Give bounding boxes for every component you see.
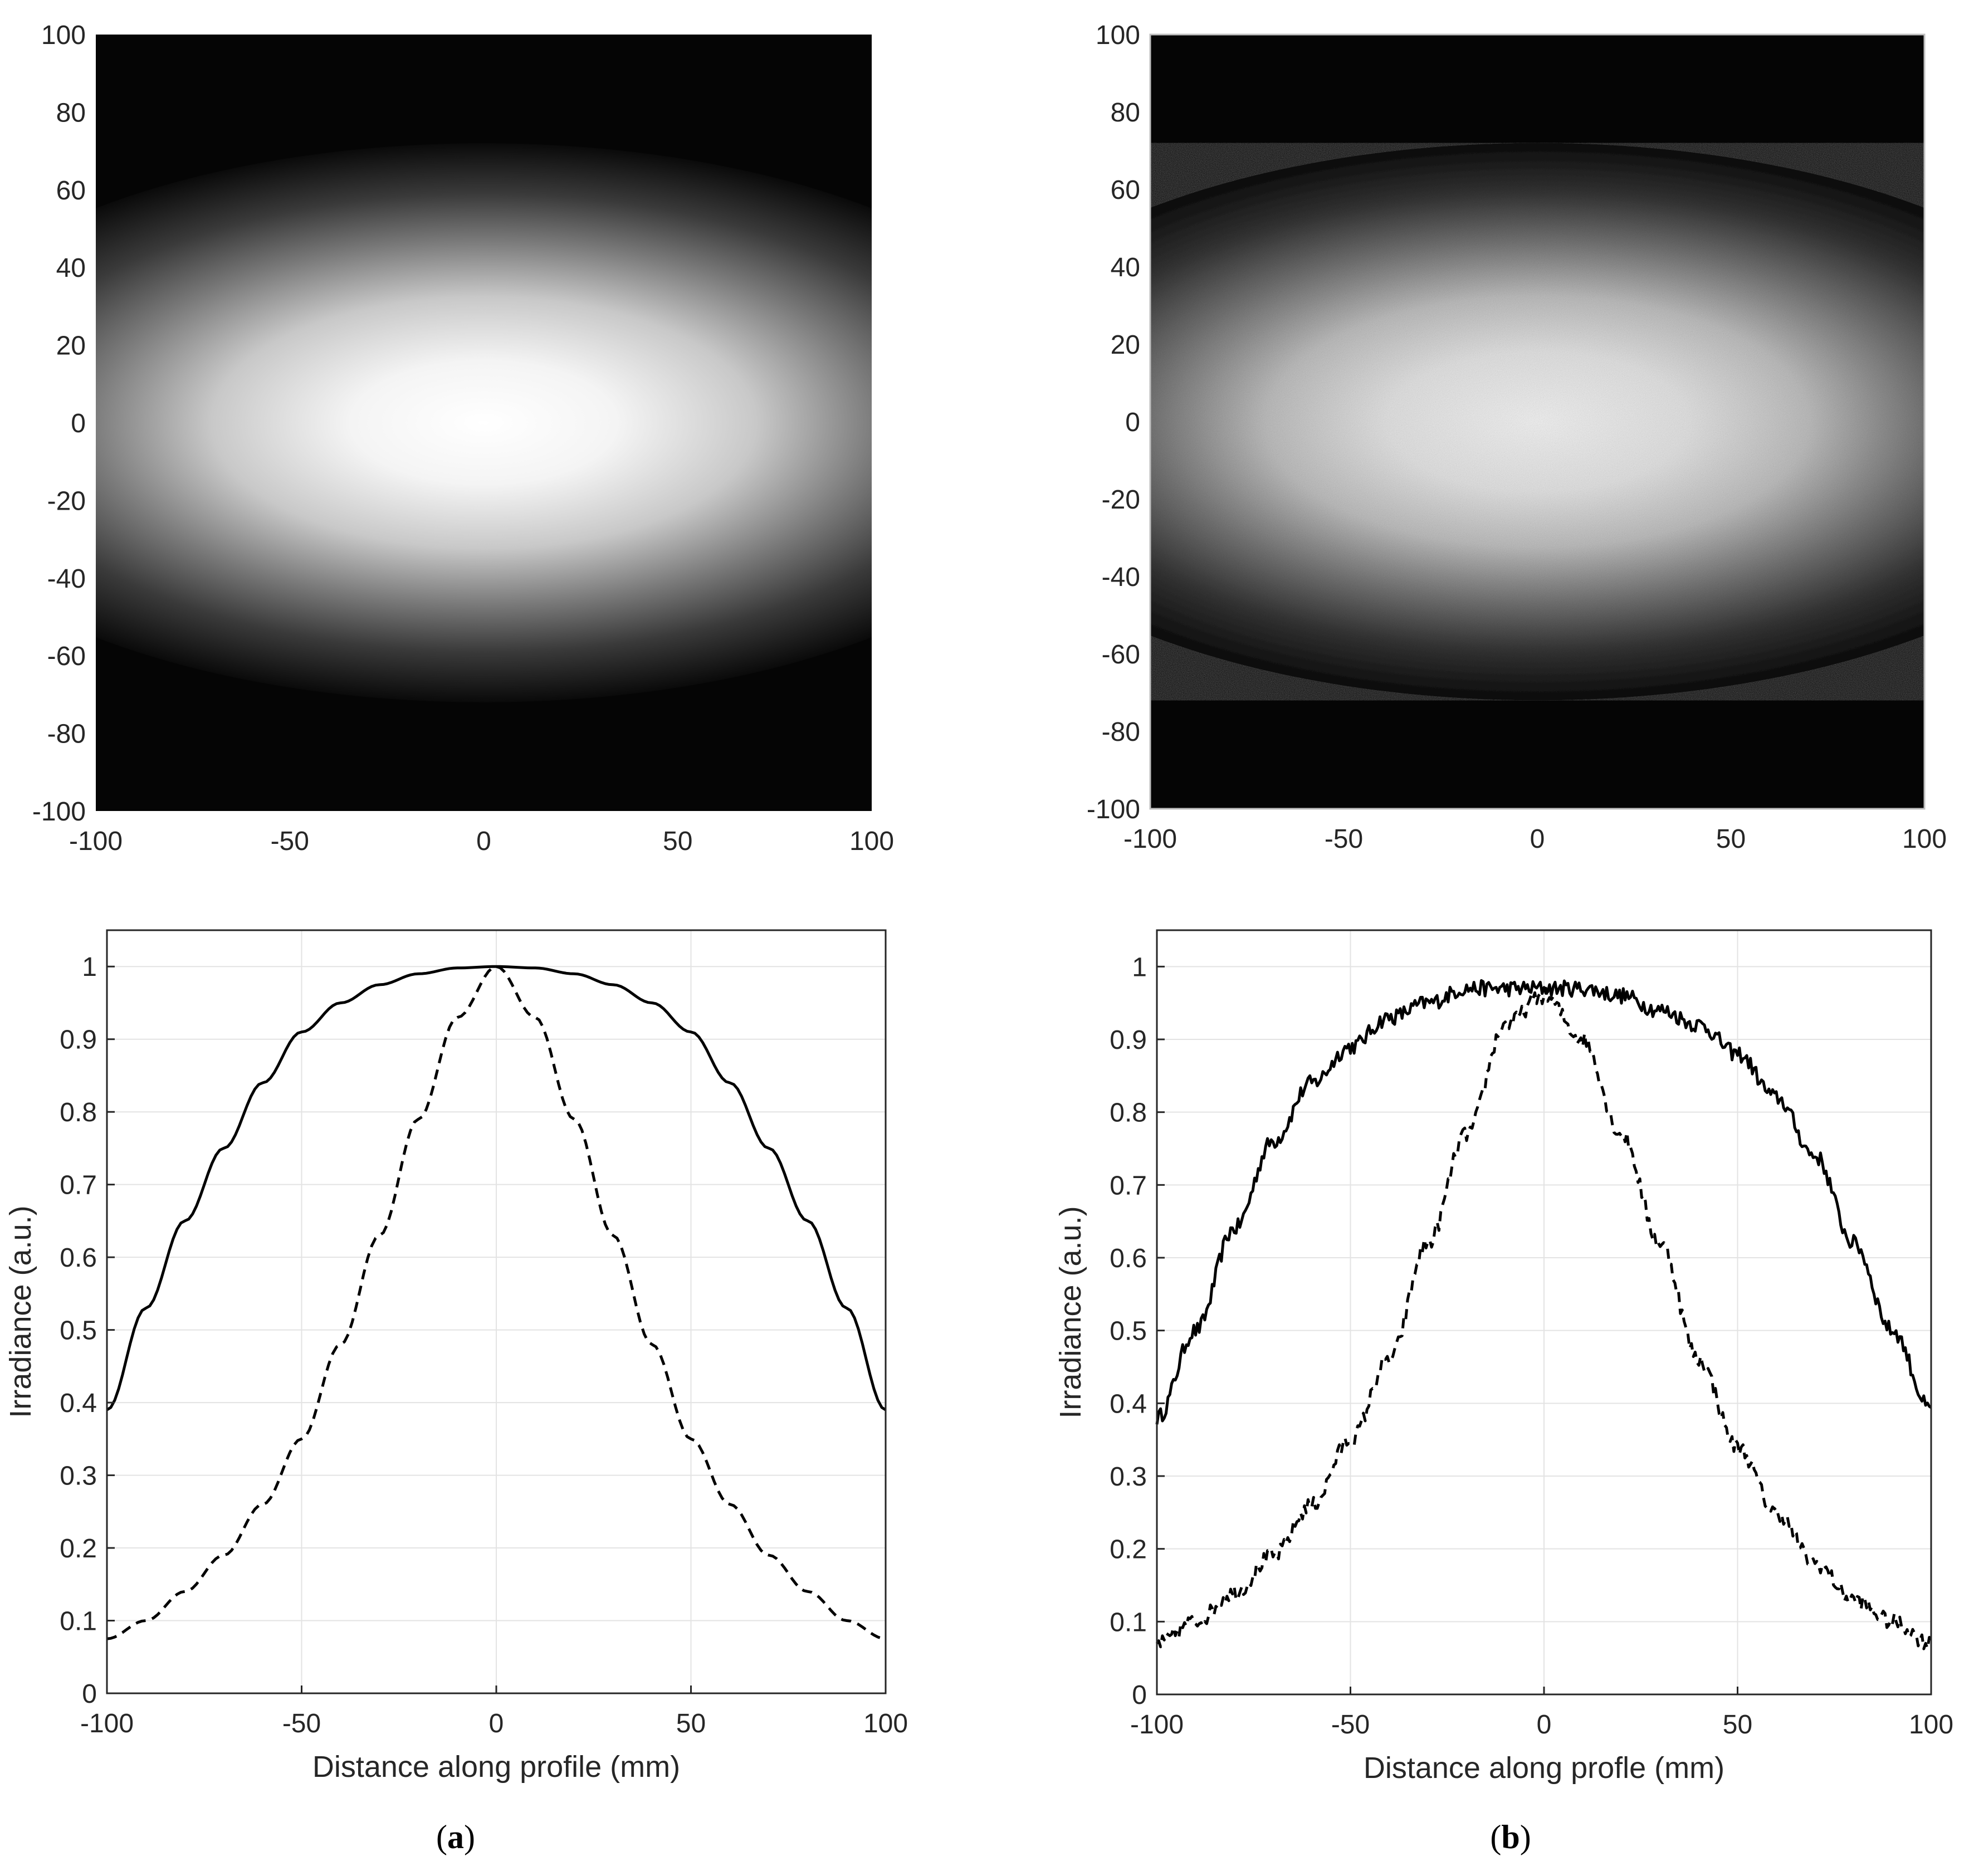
heatmap-b: -100 -50 0 50 100 -100 -80 -60 -40 -20 0 20 40 60 80 10… bbox=[1087, 21, 1947, 854]
heatmap-a: -100 -50 0 50 100 -100 -80 -60 -40 -20 0 20 40 60 80 10… bbox=[32, 21, 894, 856]
y-tick-label: -40 bbox=[47, 564, 86, 594]
y-tick-label: 0.1 bbox=[1110, 1608, 1147, 1637]
x-tick-label: 50 bbox=[676, 1709, 706, 1738]
y-tick-label: 0.4 bbox=[1110, 1389, 1147, 1419]
x-tick-label: -50 bbox=[271, 827, 309, 856]
y-tick-label: 0.9 bbox=[60, 1025, 97, 1055]
irradiance-spot bbox=[1150, 143, 1924, 701]
y-tick-label: 0.3 bbox=[1110, 1462, 1147, 1492]
x-tick-label: 0 bbox=[1530, 824, 1545, 854]
x-tick-label: 50 bbox=[1723, 1710, 1752, 1740]
y-tick-label: 0 bbox=[82, 1679, 97, 1709]
y-tick-label: 80 bbox=[1111, 98, 1140, 128]
x-axis-label: Distance along profle (mm) bbox=[1364, 1751, 1724, 1785]
y-tick-label: 0.5 bbox=[60, 1316, 97, 1346]
x-tick-label: 0 bbox=[1537, 1710, 1552, 1740]
y-tick-label: 0.6 bbox=[60, 1243, 97, 1273]
y-tick-label: 0.3 bbox=[60, 1462, 97, 1491]
y-tick-label: -60 bbox=[1102, 640, 1140, 670]
x-tick-label: 0 bbox=[476, 827, 491, 856]
x-tick-label: -100 bbox=[1130, 1710, 1184, 1740]
y-tick-label: -60 bbox=[47, 642, 86, 671]
y-tick-label: -80 bbox=[47, 720, 86, 749]
y-tick-label: 0 bbox=[71, 409, 86, 438]
y-tick-label: 20 bbox=[56, 331, 86, 361]
y-tick-label: 20 bbox=[1111, 330, 1140, 360]
y-tick-label: -100 bbox=[1087, 795, 1140, 824]
y-tick-label: 0.9 bbox=[1110, 1025, 1147, 1055]
y-tick-label: 0.7 bbox=[1110, 1171, 1147, 1200]
series-line-solid bbox=[1155, 979, 1932, 1425]
y-tick-label: 0.5 bbox=[1110, 1317, 1147, 1346]
x-tick-label: -50 bbox=[1325, 824, 1363, 854]
series-line-solid bbox=[106, 965, 887, 1411]
heatmap-frame bbox=[1149, 33, 1926, 810]
x-tick-label: -50 bbox=[1331, 1710, 1370, 1740]
y-tick-label: -100 bbox=[32, 797, 86, 827]
y-tick-label: 0.8 bbox=[1110, 1098, 1147, 1128]
y-tick-label: 0.7 bbox=[60, 1171, 97, 1200]
x-tick-label: -100 bbox=[80, 1709, 134, 1738]
y-tick-label: -20 bbox=[1102, 485, 1140, 515]
y-tick-label: 1 bbox=[1132, 952, 1147, 982]
x-tick-label: 100 bbox=[849, 827, 894, 856]
y-tick-label: 1 bbox=[82, 952, 97, 982]
y-tick-label: 0 bbox=[1132, 1680, 1147, 1710]
y-tick-label: 80 bbox=[56, 98, 86, 128]
x-tick-label: 50 bbox=[1716, 824, 1746, 854]
y-tick-label: -80 bbox=[1102, 717, 1140, 747]
y-tick-label: 60 bbox=[1111, 175, 1140, 205]
y-tick-label: -40 bbox=[1102, 563, 1140, 592]
profile-chart-a: -100 -50 0 50 100 0 0.1 0.2 0.3 0.4 0.5 0.6 0.7 0.8 0.… bbox=[4, 929, 908, 1784]
panel-label-a: (a) bbox=[436, 1819, 475, 1855]
x-tick-label: -100 bbox=[1123, 824, 1177, 854]
y-tick-label: 100 bbox=[1096, 21, 1140, 50]
y-tick-label: 0.2 bbox=[1110, 1535, 1147, 1565]
y-tick-label: 60 bbox=[56, 176, 86, 206]
x-tick-label: 50 bbox=[663, 827, 692, 856]
y-tick-label: 0.6 bbox=[1110, 1244, 1147, 1273]
x-tick-label: 100 bbox=[1909, 1710, 1953, 1740]
x-tick-label: 100 bbox=[863, 1709, 908, 1738]
series-line-dashed bbox=[106, 965, 886, 1640]
profile-chart-b: -100 -50 0 50 100 0 0.1 0.2 0.3 0.4 0.5 0.6 0.7 0.8 0.… bbox=[1054, 929, 1953, 1785]
y-tick-label: 0.4 bbox=[60, 1389, 97, 1418]
x-tick-label: -100 bbox=[69, 827, 123, 856]
series-line-dashed bbox=[1155, 986, 1933, 1650]
y-tick-label: 40 bbox=[1111, 253, 1140, 282]
y-tick-label: 40 bbox=[56, 253, 86, 283]
x-tick-label: -50 bbox=[282, 1709, 321, 1738]
x-axis-label: Distance along profile (mm) bbox=[312, 1750, 680, 1784]
y-tick-label: 0 bbox=[1125, 408, 1140, 437]
y-axis-label: Irradiance (a.u.) bbox=[4, 1205, 37, 1418]
y-tick-label: -20 bbox=[47, 486, 86, 516]
x-tick-label: 0 bbox=[489, 1709, 504, 1738]
y-tick-label: 0.1 bbox=[60, 1607, 97, 1636]
panel-label-b: (b) bbox=[1490, 1819, 1531, 1855]
y-tick-label: 0.8 bbox=[60, 1098, 97, 1127]
irradiance-spot bbox=[96, 143, 872, 702]
x-tick-label: 100 bbox=[1902, 824, 1947, 854]
y-tick-label: 100 bbox=[41, 21, 86, 50]
y-tick-label: 0.2 bbox=[60, 1534, 97, 1564]
y-axis-label: Irradiance (a.u.) bbox=[1054, 1206, 1087, 1418]
